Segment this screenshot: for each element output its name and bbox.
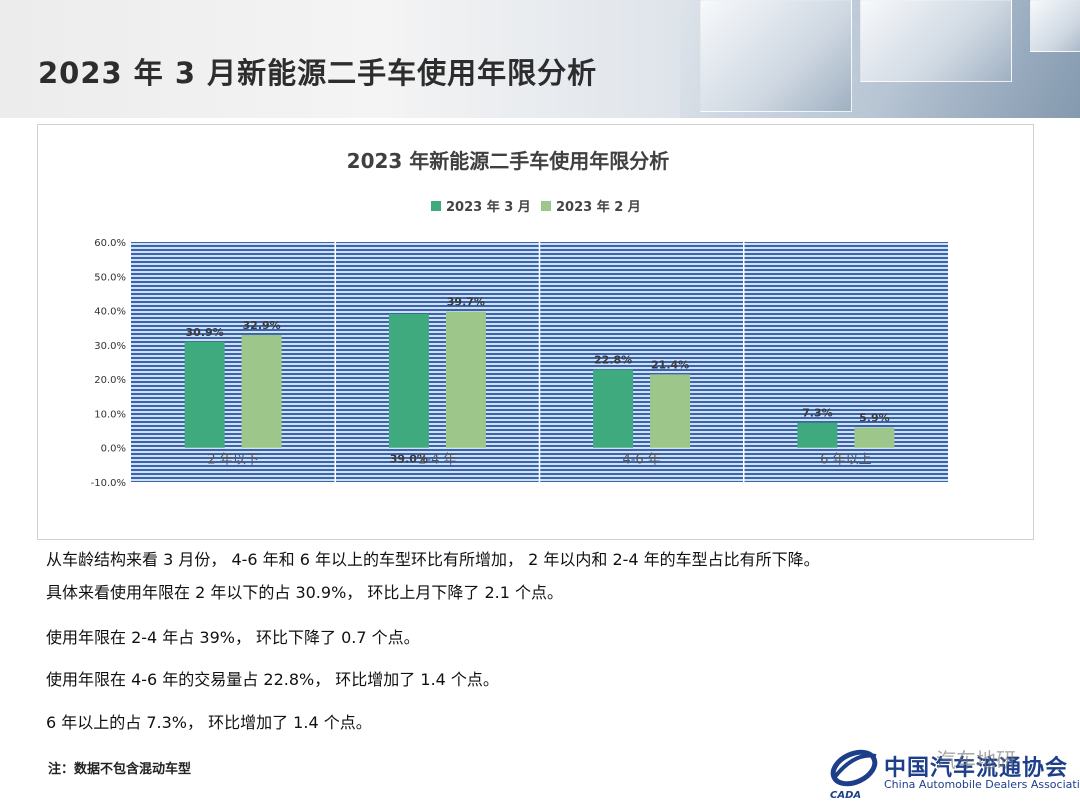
- bar: [593, 369, 634, 448]
- category-label: 4-6 年: [622, 453, 660, 468]
- note-line: 6 年以上的占 7.3%， 环比增加了 1.4 个点。: [46, 713, 372, 732]
- legend-label: 2023 年 2 月: [556, 199, 641, 215]
- svg-text:CADA: CADA: [830, 790, 861, 801]
- category-label: 2 年以下: [207, 453, 258, 468]
- data-label: 32.9%: [243, 319, 281, 332]
- legend-label: 2023 年 3 月: [446, 199, 531, 215]
- header-cube: [700, 0, 852, 112]
- watermark: 汽车地研: [936, 748, 1016, 772]
- y-tick-label: 60.0%: [94, 238, 126, 249]
- bar: [650, 374, 691, 448]
- note-line: 具体来看使用年限在 2 年以下的占 30.9%， 环比上月下降了 2.1 个点。: [46, 583, 563, 602]
- header-cube: [1030, 0, 1080, 52]
- legend-swatch: [541, 201, 551, 211]
- y-tick-label: 50.0%: [94, 272, 126, 283]
- note-line: 使用年限在 2-4 年占 39%， 环比下降了 0.7 个点。: [46, 628, 420, 647]
- header-banner: 2023 年 3 月新能源二手车使用年限分析: [0, 0, 1080, 118]
- category-label: 2-4 年: [418, 453, 456, 468]
- data-label: 7.3%: [802, 407, 833, 420]
- chart-title: 2023 年新能源二手车使用年限分析: [347, 149, 670, 173]
- data-label: 22.8%: [594, 354, 632, 367]
- data-label: 5.9%: [859, 411, 890, 424]
- data-label: 21.4%: [651, 358, 689, 371]
- note-line: 使用年限在 4-6 年的交易量占 22.8%， 环比增加了 1.4 个点。: [46, 670, 499, 689]
- bar-chart: 2023 年新能源二手车使用年限分析 2023 年 3 月 2023 年 2 月 …: [91, 149, 948, 489]
- y-tick-label: 10.0%: [94, 409, 126, 420]
- bar: [388, 314, 429, 448]
- y-tick-label: 30.0%: [94, 341, 126, 352]
- y-tick-label: -10.0%: [91, 478, 126, 489]
- page-title: 2023 年 3 月新能源二手车使用年限分析: [38, 56, 598, 90]
- y-tick-label: 0.0%: [101, 444, 126, 455]
- chart-legend: 2023 年 3 月 2023 年 2 月: [431, 199, 641, 215]
- cada-logo: CADA 中国汽车流通协会 China Automobile Dealers A…: [826, 742, 1080, 804]
- logo-chinese-name: 中国汽车流通协会: [884, 756, 1069, 781]
- cada-logo-mark: CADA: [830, 749, 878, 801]
- data-label: 30.9%: [186, 326, 224, 339]
- logo-english-name: China Automobile Dealers Association: [884, 778, 1080, 791]
- bar: [445, 311, 486, 448]
- note-line: 从车龄结构来看 3 月份， 4-6 年和 6 年以上的车型环比有所增加， 2 年…: [46, 550, 820, 569]
- data-label: 39.7%: [447, 296, 485, 309]
- bar: [241, 334, 282, 448]
- data-label: 39.0%: [390, 453, 428, 466]
- bar: [184, 341, 225, 448]
- bar: [797, 422, 838, 448]
- header-cube: [860, 0, 1012, 82]
- category-label: 6 年以上: [820, 453, 871, 468]
- y-tick-label: 40.0%: [94, 307, 126, 318]
- legend-swatch: [431, 201, 441, 211]
- chart-container: 2023 年新能源二手车使用年限分析 2023 年 3 月 2023 年 2 月 …: [37, 124, 1034, 540]
- y-tick-label: 20.0%: [94, 375, 126, 386]
- plot-area: 60.0% 50.0% 40.0% 30.0% 20.0% 10.0% 0.0% -10.0%…: [91, 238, 948, 489]
- footnote: 注：数据不包含混动车型: [48, 762, 192, 777]
- bar: [854, 427, 895, 448]
